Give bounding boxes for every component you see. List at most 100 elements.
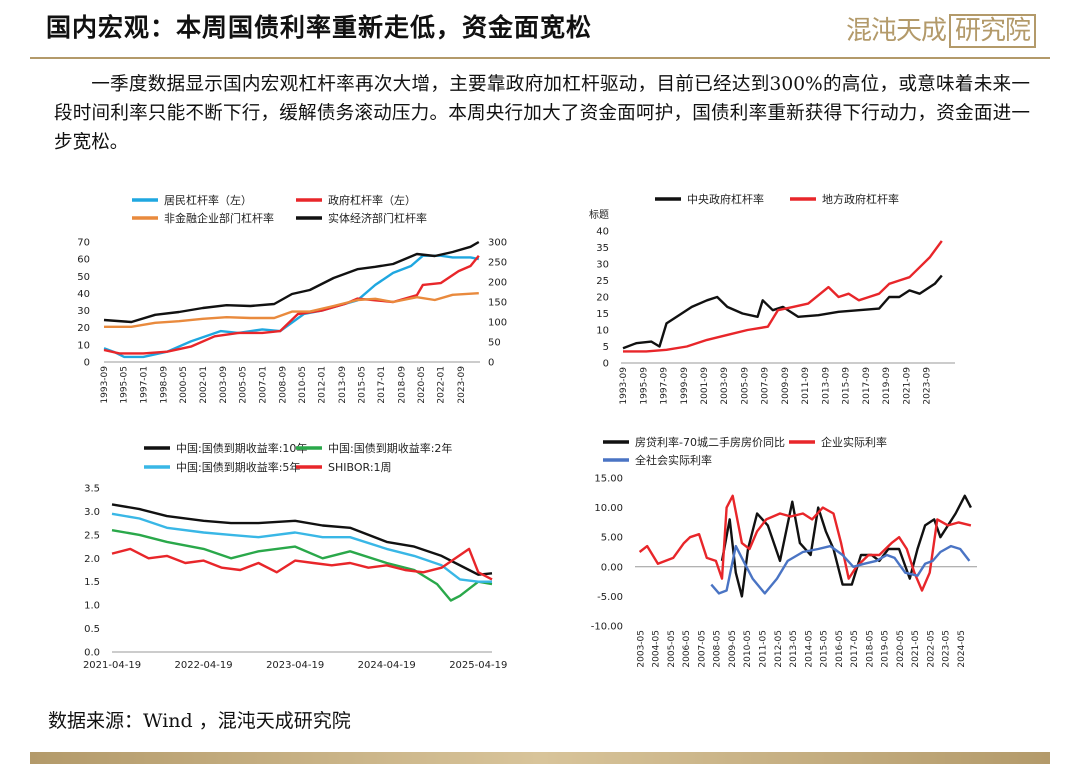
x-tick-label: 2012-05: [774, 630, 784, 668]
y-axis-title: 标题: [589, 209, 609, 221]
y-tick-label: 25: [596, 276, 609, 287]
y-tick-label: 1.0: [84, 601, 100, 612]
y-tick-label: 40: [596, 227, 609, 238]
logo-text: 混沌天成: [845, 16, 947, 46]
x-tick-label: 2023-09: [923, 367, 933, 405]
legend-2y: 中国:国债到期收益率:2年: [328, 441, 452, 455]
y-tick-label: 20: [596, 293, 609, 304]
x-tick-label: 2007-05: [697, 630, 707, 668]
x-tick-label: 2009-05: [728, 630, 738, 668]
y-left-tick-label: 30: [77, 306, 90, 317]
x-tick-label: 2021-05: [911, 630, 921, 668]
legend-shibor: SHIBOR:1周: [328, 461, 392, 474]
x-tick-label: 2024-05: [957, 630, 967, 668]
y-tick-label: 30: [596, 260, 609, 271]
x-tick-label: 2015-05: [358, 366, 368, 404]
y-tick-label: 0: [603, 359, 609, 370]
page-title: 国内宏观：本周国债利率重新走低，资金面宽松: [46, 13, 593, 42]
chart-bond-yield: 中国:国债到期收益率:10年 中国:国债到期收益率:2年中国:国债到期收益率:5年…: [83, 441, 507, 671]
y-right-tick-label: 200: [488, 278, 507, 289]
y-tick-label: 15.00: [594, 474, 623, 485]
x-tick-label: 2014-05: [804, 630, 814, 668]
y-right-tick-label: 0: [488, 358, 494, 369]
legend-local: 地方政府杠杆率: [822, 192, 899, 206]
x-tick-label: 2005-09: [740, 367, 750, 405]
body-paragraph: 一季度数据显示国内宏观杠杆率再次大增，主要靠政府加杠杆驱动，目前已经达到300%…: [54, 74, 1030, 153]
series-10y: [111, 503, 493, 576]
data-source: 数据来源：Wind ，混沌天成研究院: [48, 710, 351, 732]
x-tick-label: 2002-01: [199, 366, 209, 404]
x-tick-label: 1997-01: [139, 366, 149, 404]
y-tick-label: 0.00: [601, 562, 623, 573]
x-tick-label: 1995-09: [639, 367, 649, 405]
chart-leverage: 居民杠杆率（左） 政府杠杆率（左） 非金融企业部门杠杆率 实体经济部门杠杆率 0 10 20…: [77, 193, 507, 404]
y-tick-label: 2.5: [84, 530, 100, 541]
x-tick-label: 2008-05: [713, 630, 723, 668]
footer-band: [30, 752, 1050, 764]
logo-box-text: 研究院: [948, 14, 1036, 48]
legend-real-economy: 实体经济部门杠杆率: [328, 211, 427, 225]
x-tick-label: 2016-05: [835, 630, 845, 668]
x-tick-label: 2000-05: [179, 366, 189, 404]
y-left-tick-label: 0: [84, 358, 90, 369]
x-tick-label: 2007-09: [761, 367, 771, 405]
y-left-tick-label: 40: [77, 289, 90, 300]
legend-corporate-real-rate: 企业实际利率: [821, 435, 887, 449]
y-tick-label: -5.00: [597, 592, 623, 603]
y-tick-label: 35: [596, 243, 609, 254]
x-tick-label: 1998-09: [159, 366, 169, 404]
legend-household: 居民杠杆率（左）: [164, 193, 252, 207]
x-tick-label: 2005-05: [667, 630, 677, 668]
series-corporate: [104, 292, 479, 328]
x-tick-label: 2013-09: [821, 367, 831, 405]
x-tick-label: 2017-01: [377, 366, 387, 404]
x-tick-label: 2018-09: [397, 366, 407, 404]
x-tick-label: 2015-05: [820, 630, 830, 668]
x-tick-label: 2010-05: [743, 630, 753, 668]
x-tick-label: 2009-09: [781, 367, 791, 405]
legend-mortgage-spread: 房贷利率-70城二手房房价同比: [635, 435, 785, 449]
y-right-tick-label: 100: [488, 318, 507, 329]
series-mortgage-spread: [720, 494, 972, 598]
y-tick-label: 5: [603, 342, 609, 353]
series-local: [623, 240, 943, 353]
x-tick-label: 2011-09: [801, 367, 811, 405]
x-tick-label: 2022-01: [437, 366, 447, 404]
series-2y: [111, 529, 493, 602]
x-tick-label: 2021-09: [902, 367, 912, 405]
y-tick-label: 15: [596, 309, 609, 320]
x-tick-label: 2004-05: [652, 630, 662, 668]
x-tick-label: 2023-09: [457, 366, 467, 404]
y-left-tick-label: 10: [77, 340, 90, 351]
x-tick-label: 2022-04-19: [175, 660, 233, 671]
x-tick-label: 1999-09: [680, 367, 690, 405]
y-tick-label: 3.0: [84, 507, 100, 518]
series-shibor: [111, 547, 493, 581]
y-tick-label: 0.5: [84, 624, 100, 635]
y-tick-label: 5.00: [601, 533, 623, 544]
y-tick-label: 10.00: [594, 503, 623, 514]
y-tick-label: 10: [596, 326, 609, 337]
x-tick-label: 2022-05: [926, 630, 936, 668]
legend-social-real-rate: 全社会实际利率: [635, 453, 712, 467]
x-tick-label: 2011-05: [758, 630, 768, 668]
x-tick-label: 2017-05: [850, 630, 860, 668]
header-rule: [30, 57, 1050, 59]
x-tick-label: 2025-04-19: [449, 660, 507, 671]
y-tick-label: -10.00: [591, 622, 623, 633]
x-tick-label: 2013-05: [789, 630, 799, 668]
x-tick-label: 2020-05: [417, 366, 427, 404]
x-tick-label: 2023-05: [942, 630, 952, 668]
x-tick-label: 2021-04-19: [83, 660, 141, 671]
y-tick-label: 2.0: [84, 554, 100, 565]
x-tick-label: 2005-05: [239, 366, 249, 404]
x-tick-label: 1993-09: [100, 366, 110, 404]
y-left-tick-label: 60: [77, 255, 90, 266]
series-social-real-rate: [710, 544, 971, 595]
x-tick-label: 2003-09: [720, 367, 730, 405]
x-tick-label: 2012-01: [318, 366, 328, 404]
y-tick-label: 1.5: [84, 577, 100, 588]
x-tick-label: 2008-09: [278, 366, 288, 404]
